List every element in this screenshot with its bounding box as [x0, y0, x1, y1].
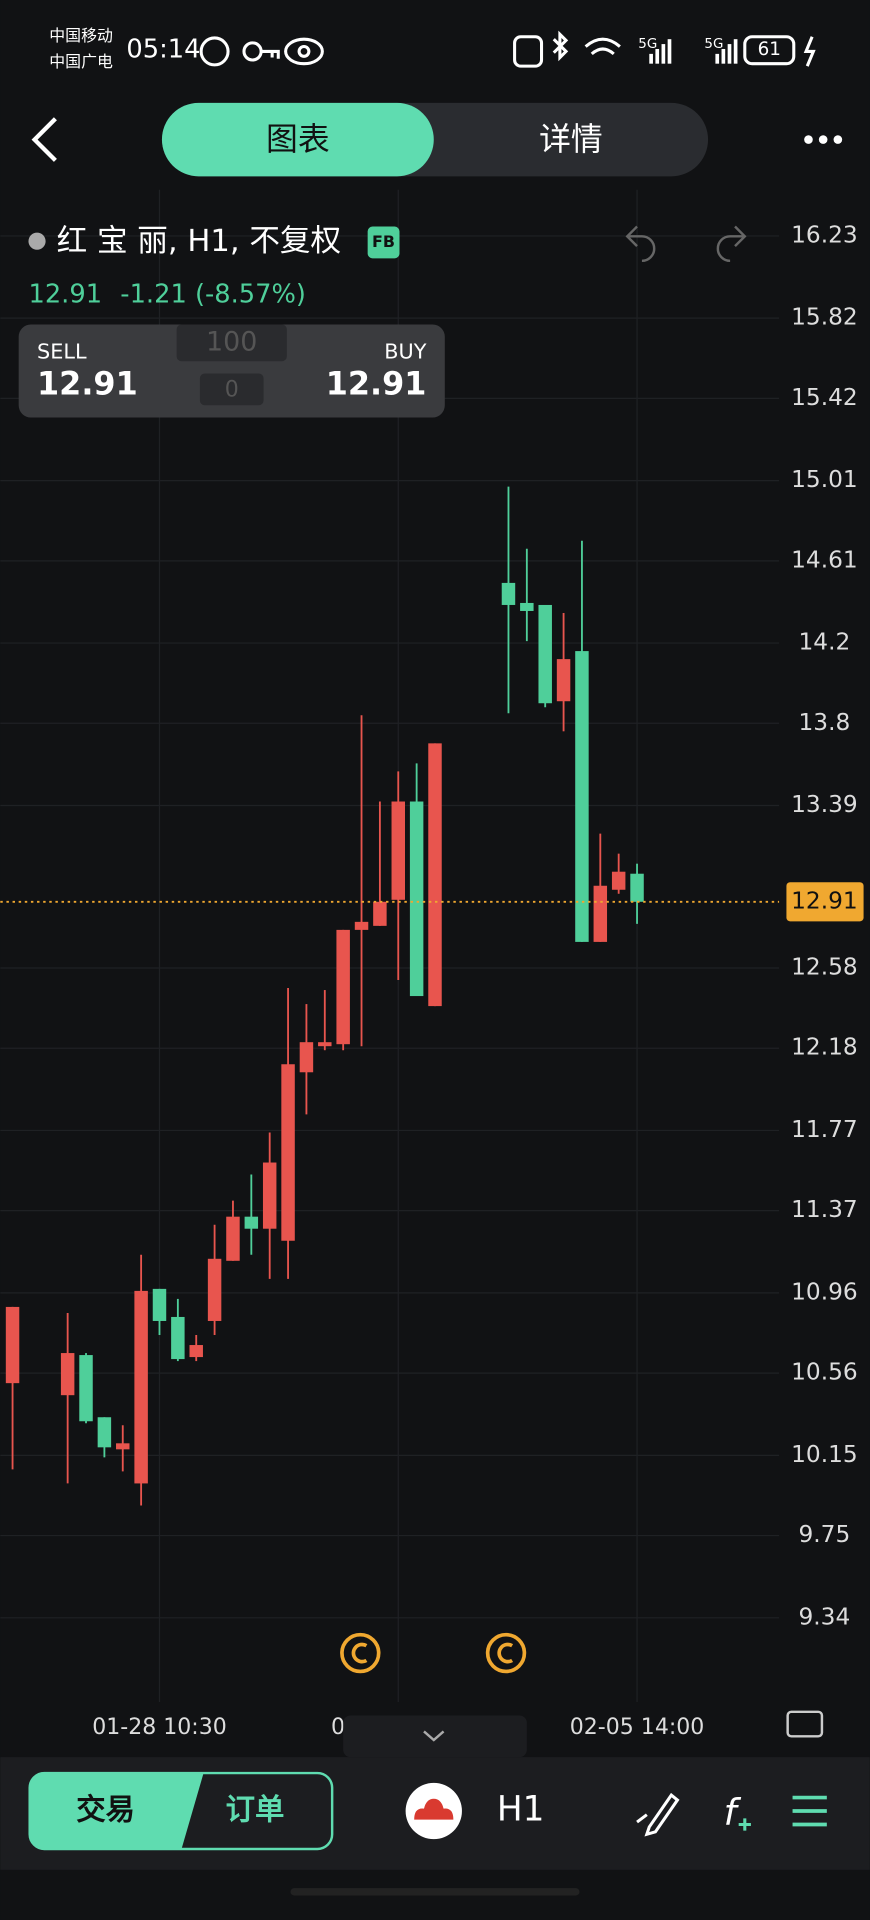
- candle-body: [244, 1216, 259, 1229]
- back-button[interactable]: [31, 117, 57, 162]
- battery: 61: [758, 39, 781, 60]
- candle-body: [373, 901, 387, 926]
- chevron: [423, 1730, 445, 1742]
- y-tick-label: 12.58: [791, 953, 858, 980]
- last-price-label: 12.91: [791, 887, 858, 914]
- candle-body: [501, 582, 516, 605]
- candle-body: [575, 651, 589, 942]
- collapse-tab[interactable]: [343, 1715, 527, 1758]
- candle-body: [226, 1216, 240, 1261]
- y-tick-label: 15.01: [791, 466, 858, 493]
- y-tick-label: 16.23: [791, 221, 858, 248]
- y-tick-label: 10.15: [791, 1441, 858, 1468]
- candle-body: [336, 929, 350, 1045]
- candle-body: [428, 743, 442, 1007]
- home-indicator: [290, 1888, 580, 1896]
- candle-body: [520, 602, 534, 611]
- y-tick-label: 14.2: [798, 629, 850, 656]
- signal: [649, 39, 738, 64]
- y-tick-label: 13.8: [798, 709, 850, 736]
- buy-price[interactable]: 12.91: [326, 365, 427, 403]
- candle-body: [593, 885, 608, 942]
- clock: 05:14: [126, 35, 200, 65]
- y-tick-label: 10.96: [791, 1278, 858, 1305]
- badge-text: FB: [372, 232, 395, 251]
- menu[interactable]: [792, 1795, 827, 1827]
- draw-tool[interactable]: [636, 1792, 680, 1837]
- tab[interactable]: 图表: [266, 120, 330, 158]
- candle-body: [5, 1306, 20, 1384]
- candle-body: [318, 1042, 332, 1047]
- more-button[interactable]: [804, 135, 843, 144]
- x-tick-label: 01-28 10:30: [92, 1715, 227, 1740]
- plus: [738, 1818, 751, 1831]
- tab-active[interactable]: [161, 102, 434, 177]
- candle-body: [391, 801, 405, 900]
- candle-body: [189, 1345, 203, 1358]
- undo[interactable]: [625, 225, 656, 263]
- candle-body: [60, 1353, 75, 1396]
- quantity-box[interactable]: [176, 324, 287, 362]
- toggle-active[interactable]: [29, 1773, 204, 1849]
- candle-body: [134, 1290, 148, 1484]
- orders-button[interactable]: 订单: [226, 1793, 285, 1827]
- logo-mark: [414, 1798, 454, 1820]
- tab[interactable]: 详情: [539, 120, 603, 158]
- candle-body: [354, 921, 369, 930]
- buy-label[interactable]: BUY: [384, 340, 426, 364]
- quantity: 100: [206, 326, 257, 357]
- y-tick-label: 9.34: [798, 1603, 850, 1630]
- y-tick-label: 11.37: [791, 1196, 858, 1223]
- trade-button[interactable]: 交易: [76, 1793, 135, 1827]
- y-tick-label: 12.18: [791, 1034, 858, 1061]
- screen-toggle[interactable]: [786, 1710, 824, 1738]
- y-tick-label: 11.77: [791, 1116, 858, 1143]
- candle-body: [79, 1355, 93, 1422]
- event-icons[interactable]: [340, 1632, 527, 1674]
- spread-box: [199, 373, 264, 406]
- candle-body: [611, 871, 626, 890]
- price: 12.91: [28, 280, 102, 310]
- y-tick-label: 13.39: [791, 791, 858, 818]
- status-icons: [199, 30, 816, 68]
- carrier: 中国广电: [49, 52, 113, 71]
- candle-body: [556, 659, 571, 702]
- candle-body: [116, 1443, 130, 1450]
- sell-price[interactable]: 12.91: [37, 365, 138, 403]
- sell-label[interactable]: SELL: [37, 340, 87, 364]
- candle-body: [630, 873, 644, 902]
- spread: 0: [225, 378, 239, 403]
- y-tick-label: 15.82: [791, 304, 858, 331]
- change: -1.21 (-8.57%): [120, 280, 306, 310]
- candle-body: [152, 1288, 167, 1321]
- candle-body: [97, 1417, 112, 1448]
- candle-body: [207, 1258, 222, 1321]
- last-price-box: [786, 882, 864, 922]
- chart: 16.23 15.82 15.42 15.01 14.61 14.2 13.8 13.39 12…: [0, 189, 864, 1740]
- candle-body: [281, 1064, 295, 1241]
- redo[interactable]: [716, 225, 747, 263]
- candle-body: [409, 801, 424, 997]
- candle-body: [262, 1162, 277, 1229]
- network: 5G: [704, 37, 723, 52]
- trade-panel: [18, 324, 445, 418]
- status-dot: [28, 232, 46, 250]
- y-tick-label: 10.56: [791, 1359, 858, 1386]
- carrier: 中国移动: [49, 26, 113, 45]
- x-tick-label: 02-05 14:00: [570, 1715, 705, 1740]
- candle-body: [538, 604, 552, 704]
- timeframe[interactable]: H1: [497, 1790, 545, 1830]
- symbol-name: 红 宝 丽, H1, 不复权: [57, 224, 342, 259]
- candle-body: [171, 1316, 185, 1360]
- candle-body: [299, 1042, 314, 1073]
- network: 5G: [638, 37, 657, 52]
- badge: [367, 226, 400, 259]
- y-tick-label: 9.75: [798, 1521, 850, 1548]
- y-tick-label: 14.61: [791, 546, 858, 573]
- y-tick-label: 15.42: [791, 384, 858, 411]
